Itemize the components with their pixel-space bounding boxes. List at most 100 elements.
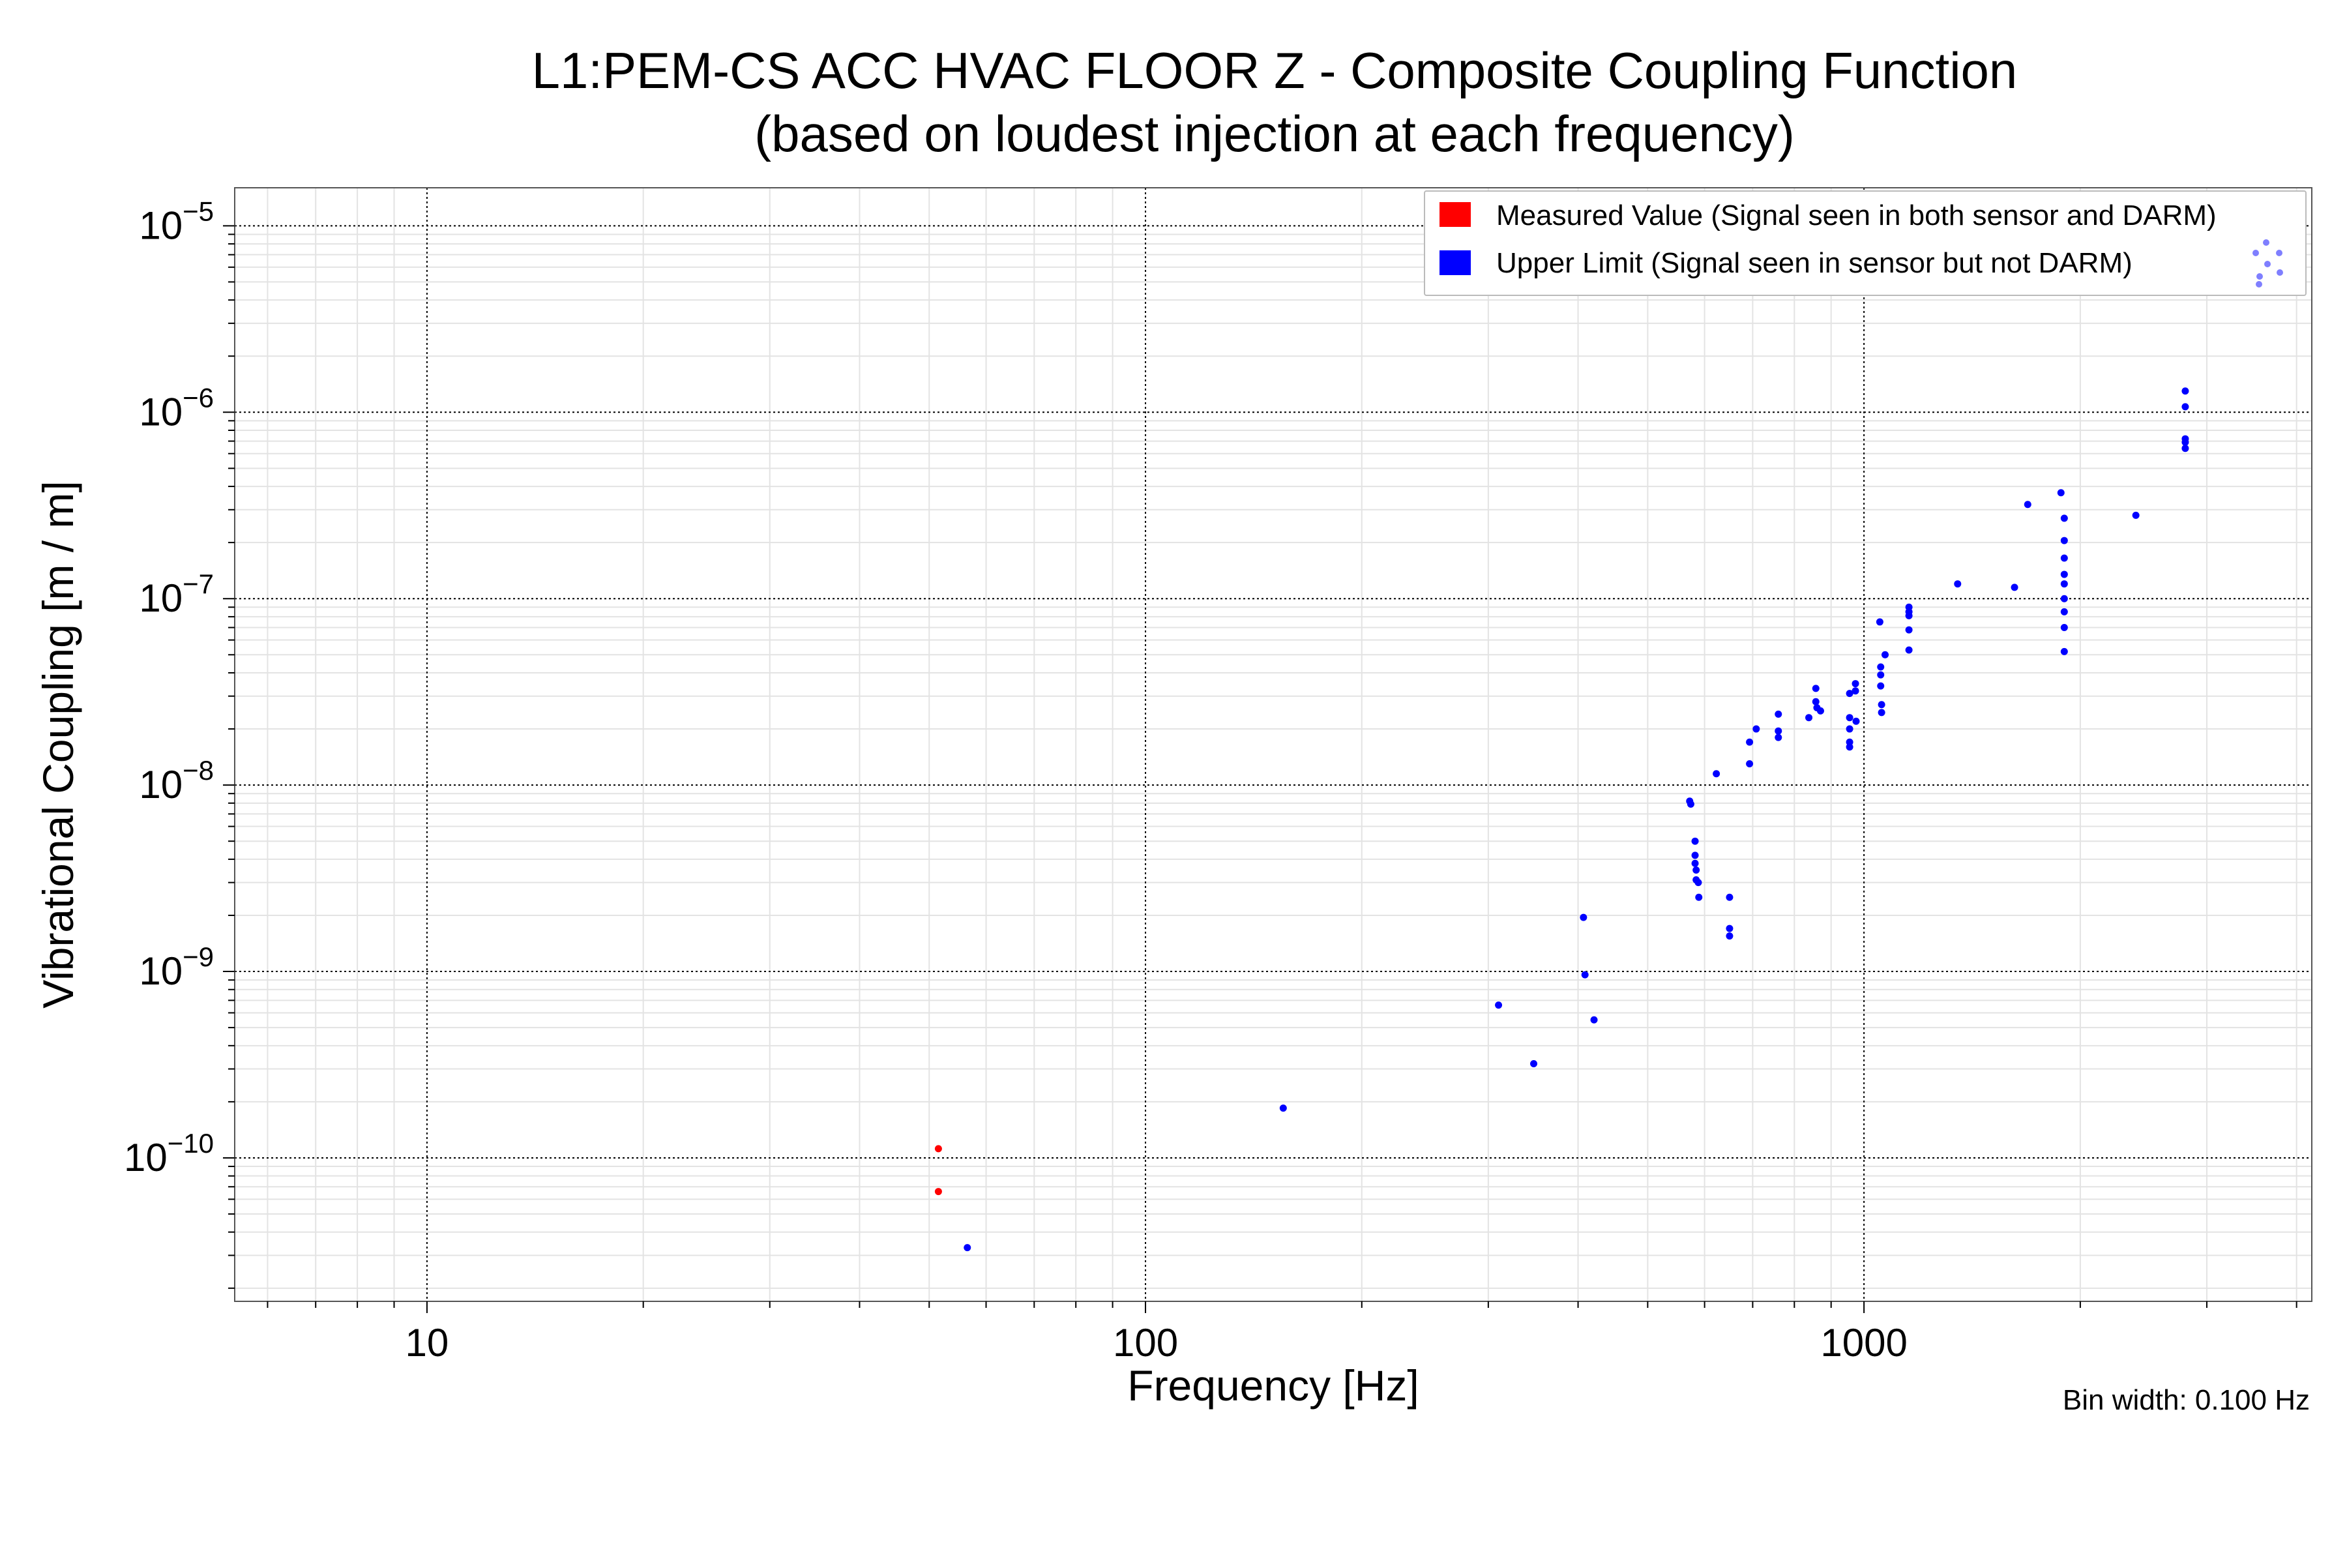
upper-limit-point (2060, 580, 2068, 588)
upper-limit-point (2060, 623, 2068, 631)
upper-limit-point (1581, 971, 1589, 979)
legend: Measured Value (Signal seen in both sens… (1424, 190, 2307, 296)
upper-limit-point (2181, 403, 2189, 411)
upper-limit-point (2024, 501, 2031, 509)
upper-limit-point (1846, 714, 1853, 722)
y-tick-label: 10−6 (139, 382, 214, 434)
upper-limit-point (1816, 707, 1824, 715)
y-tick-labels: 10−10 10−9 10−8 10−7 10−6 10−5 (124, 196, 214, 1179)
legend-marker-dot (2252, 250, 2259, 256)
legend-label-upper-limit: Upper Limit (Signal seen in sensor but n… (1496, 247, 2133, 279)
upper-limit-point (1495, 1001, 1503, 1009)
legend-marker-cluster (2252, 239, 2283, 288)
legend-marker-dot (2264, 261, 2271, 267)
upper-limit-point (2060, 570, 2068, 578)
legend-swatch-measured (1439, 202, 1471, 227)
upper-limit-point (1713, 770, 1720, 778)
y-tick-label: 10−9 (139, 941, 214, 993)
upper-limit-point (2181, 387, 2189, 395)
upper-limit-point (2181, 438, 2189, 446)
plot-area (235, 188, 2312, 1301)
upper-limit-point (1878, 709, 1885, 717)
upper-limit-point (1691, 859, 1699, 867)
upper-limit-point (1812, 685, 1820, 692)
upper-limit-point (1805, 714, 1813, 722)
upper-limit-point (1691, 851, 1699, 859)
x-tick-labels: 10 100 1000 (406, 1321, 1908, 1365)
upper-limit-point (1846, 743, 1853, 751)
upper-limit-point (1878, 701, 1885, 709)
upper-limit-point (2060, 514, 2068, 522)
upper-limit-point (1279, 1104, 1287, 1112)
upper-limit-point (1580, 913, 1587, 921)
upper-limit-point (1812, 698, 1820, 705)
upper-limit-point (2057, 489, 2065, 497)
upper-limit-point (2060, 608, 2068, 615)
upper-limit-point (1687, 800, 1694, 808)
upper-limit-point (1530, 1060, 1538, 1068)
legend-marker-dot (2276, 250, 2282, 256)
upper-limit-point (1691, 837, 1699, 845)
measured-point (934, 1188, 942, 1196)
series-measured (934, 1145, 942, 1196)
upper-limit-point (2060, 554, 2068, 562)
chart-title: L1:PEM-CS ACC HVAC FLOOR Z - Composite C… (532, 42, 2018, 99)
upper-limit-point (1846, 725, 1853, 733)
bin-width-note: Bin width: 0.100 Hz (2063, 1384, 2310, 1416)
upper-limit-point (2060, 595, 2068, 602)
upper-limit-point (2011, 584, 2018, 591)
upper-limit-point (1590, 1016, 1598, 1024)
upper-limit-point (2132, 511, 2140, 519)
upper-limit-point (1692, 866, 1700, 874)
plot-frame (234, 187, 2312, 1302)
upper-limit-point (1882, 651, 1889, 658)
upper-limit-point (1852, 717, 1860, 725)
y-tick-label: 10−5 (139, 196, 214, 247)
series-layer (934, 387, 2189, 1252)
upper-limit-point (1746, 738, 1754, 746)
axis-ticks (223, 225, 2297, 1313)
upper-limit-point (1852, 680, 1859, 688)
x-tick-label: 1000 (1820, 1321, 1907, 1365)
legend-marker-dot (2256, 281, 2262, 288)
upper-limit-point (1695, 893, 1703, 901)
legend-label-measured: Measured Value (Signal seen in both sens… (1496, 200, 2217, 231)
y-tick-label: 10−10 (124, 1128, 214, 1179)
legend-marker-dot (2277, 269, 2283, 276)
upper-limit-point (1905, 612, 1913, 619)
upper-limit-point (1746, 760, 1754, 768)
y-tick-label: 10−7 (139, 569, 214, 620)
upper-limit-point (1846, 690, 1853, 698)
legend-box (1424, 190, 2307, 296)
upper-limit-point (1852, 687, 1859, 695)
upper-limit-point (964, 1244, 971, 1252)
upper-limit-point (1726, 925, 1734, 932)
chart-subtitle: (based on loudest injection at each freq… (754, 105, 1795, 162)
x-tick-label: 10 (406, 1321, 449, 1365)
upper-limit-point (2060, 647, 2068, 655)
upper-limit-point (1877, 682, 1885, 690)
upper-limit-point (1905, 626, 1913, 634)
measured-point (934, 1145, 942, 1153)
legend-swatch-upper-limit (1439, 250, 1471, 275)
x-tick-label: 100 (1113, 1321, 1178, 1365)
upper-limit-point (1726, 893, 1734, 901)
legend-marker-dot (2263, 239, 2269, 246)
upper-limit-point (1726, 932, 1734, 940)
minor-grid (235, 188, 2312, 1301)
y-tick-label: 10−8 (139, 755, 214, 806)
upper-limit-point (1752, 725, 1760, 733)
upper-limit-point (1846, 738, 1853, 746)
series-upper-limit (964, 387, 2189, 1252)
upper-limit-point (1775, 710, 1782, 718)
upper-limit-point (1775, 733, 1782, 741)
legend-marker-dot (2256, 273, 2263, 280)
upper-limit-point (1694, 879, 1702, 887)
upper-limit-point (1905, 646, 1913, 654)
upper-limit-point (2060, 537, 2068, 544)
upper-limit-point (1775, 727, 1782, 735)
y-axis-label: Vibrational Coupling [m / m] (34, 481, 82, 1009)
upper-limit-point (1877, 671, 1885, 679)
